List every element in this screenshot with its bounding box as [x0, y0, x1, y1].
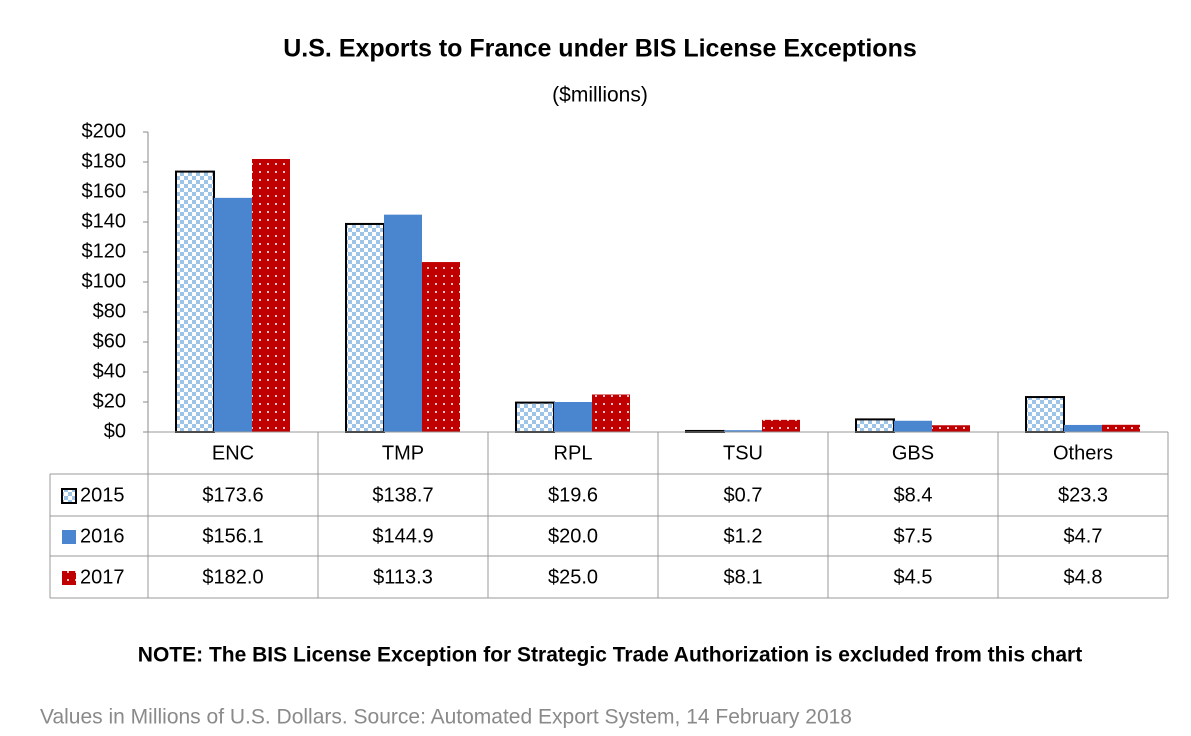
table-value: $19.6: [548, 484, 598, 506]
table-value: $156.1: [202, 525, 263, 547]
table-value: $144.9: [372, 525, 433, 547]
bar: [175, 170, 215, 433]
bar: [1102, 424, 1140, 432]
legend-swatch: [61, 488, 77, 504]
table-value: $0.7: [724, 484, 763, 506]
x-tick-label: TMP: [382, 442, 424, 464]
table-value: $7.5: [894, 525, 933, 547]
bar: [894, 420, 932, 432]
y-tick-label: $0: [104, 420, 126, 442]
y-tick-label: $40: [93, 360, 126, 382]
x-tick-label: TSU: [723, 442, 763, 464]
bar: [932, 425, 970, 432]
bar: [515, 401, 555, 434]
y-tick-label: $200: [82, 120, 127, 142]
bar: [1025, 396, 1065, 433]
table-value: $4.7: [1064, 525, 1103, 547]
chart-title: U.S. Exports to France under BIS License…: [283, 35, 917, 63]
table-value: $182.0: [202, 566, 263, 588]
table-value: $4.5: [894, 566, 933, 588]
x-tick-label: ENC: [212, 442, 254, 464]
y-tick-label: $120: [82, 240, 127, 262]
table-value: $8.1: [724, 566, 763, 588]
chart-subtitle: ($millions): [552, 84, 648, 107]
y-tick-label: $180: [82, 150, 127, 172]
bar: [855, 418, 895, 433]
bar: [214, 197, 252, 432]
table-value: $1.2: [724, 525, 763, 547]
x-tick-label: RPL: [554, 442, 593, 464]
note: NOTE: The BIS License Exception for Stra…: [138, 644, 1082, 667]
bar: [422, 262, 460, 432]
table-value: $113.3: [373, 566, 433, 588]
bar: [252, 159, 290, 432]
legend-label: 2017: [80, 566, 125, 588]
table-value: $138.7: [372, 484, 433, 506]
y-tick-label: $100: [82, 270, 127, 292]
bar: [384, 214, 422, 432]
legend-swatch: [62, 530, 76, 544]
legend-label: 2015: [80, 484, 125, 506]
legend-label: 2016: [80, 525, 125, 547]
y-tick-label: $20: [93, 390, 126, 412]
bar: [345, 222, 385, 433]
y-tick-label: $140: [82, 210, 127, 232]
table-value: $8.4: [894, 484, 933, 506]
y-tick-label: $80: [93, 300, 126, 322]
bar: [724, 430, 762, 432]
source: Values in Millions of U.S. Dollars. Sour…: [40, 706, 852, 729]
table-value: $25.0: [548, 566, 598, 588]
bar: [592, 394, 630, 432]
legend-swatch: [62, 571, 76, 585]
table-value: $4.8: [1064, 566, 1103, 588]
table-value: $23.3: [1058, 484, 1108, 506]
bar: [1064, 424, 1102, 432]
table-value: $173.6: [202, 484, 263, 506]
bar: [762, 419, 800, 432]
x-tick-label: Others: [1053, 442, 1113, 464]
x-tick-label: GBS: [892, 442, 934, 464]
y-tick-label: $160: [82, 180, 127, 202]
table-value: $20.0: [548, 525, 598, 547]
bar: [554, 402, 592, 432]
y-tick-label: $60: [93, 330, 126, 352]
